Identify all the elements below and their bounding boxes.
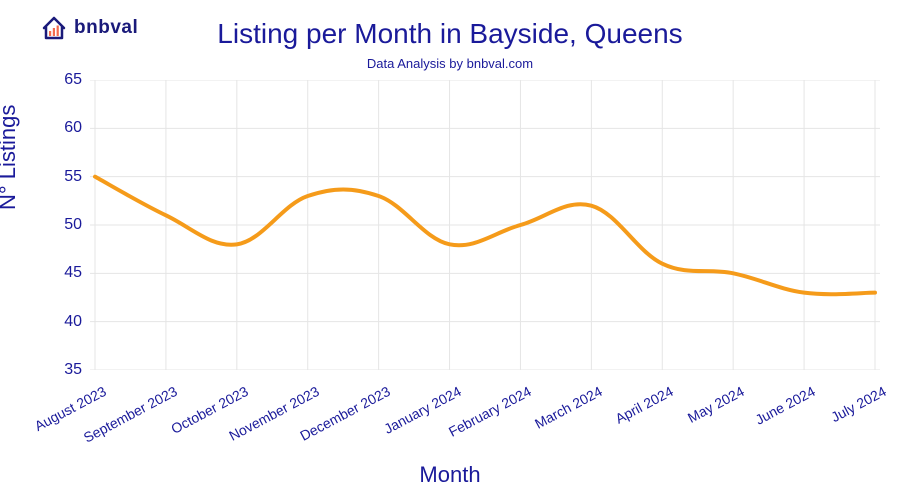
chart-title: Listing per Month in Bayside, Queens bbox=[0, 18, 900, 50]
plot-svg bbox=[90, 80, 880, 370]
y-axis-label: N° Listings bbox=[0, 105, 21, 210]
y-tick-label: 55 bbox=[52, 168, 82, 186]
chart-container: bnbval Listing per Month in Bayside, Que… bbox=[0, 0, 900, 500]
y-tick-label: 45 bbox=[52, 264, 82, 282]
y-tick-label: 60 bbox=[52, 119, 82, 137]
series-line bbox=[95, 177, 875, 295]
y-tick-label: 40 bbox=[52, 313, 82, 331]
y-tick-label: 35 bbox=[52, 361, 82, 379]
x-axis-label: Month bbox=[0, 462, 900, 488]
chart-subtitle: Data Analysis by bnbval.com bbox=[0, 56, 900, 71]
y-tick-label: 65 bbox=[52, 71, 82, 89]
y-tick-label: 50 bbox=[52, 216, 82, 234]
plot-area bbox=[90, 80, 880, 370]
